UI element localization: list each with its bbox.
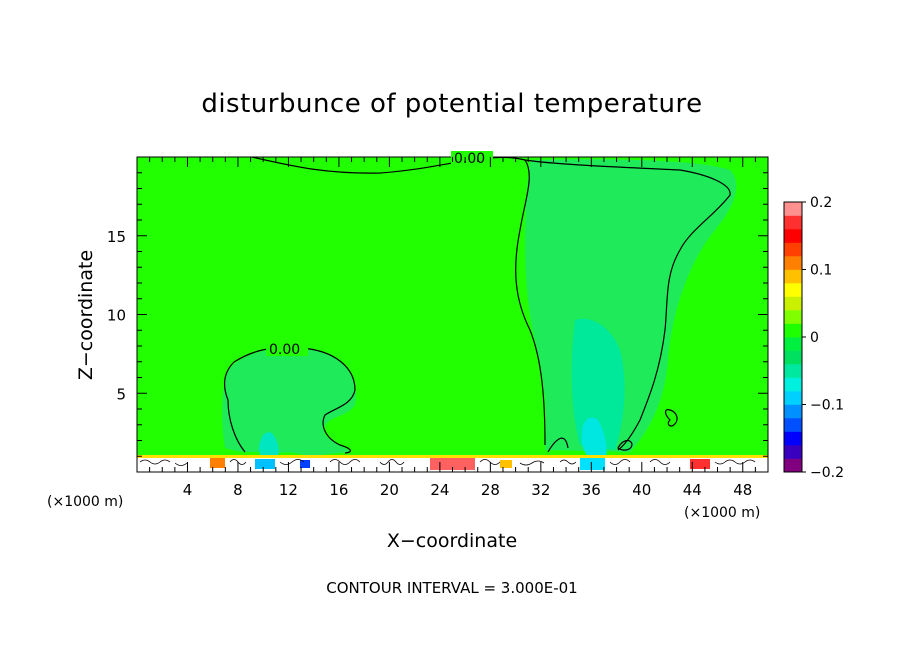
shaded-regions bbox=[222, 159, 737, 458]
x-axis-ticks: 4 8 12 16 20 24 28 32 36 40 44 48 bbox=[149, 157, 756, 499]
colorbar-tick-label: −0.2 bbox=[810, 465, 844, 481]
x-tick-label: 20 bbox=[380, 481, 399, 499]
y-tick-label: 5 bbox=[116, 385, 126, 403]
colorbar-swatch bbox=[784, 269, 802, 284]
y-axis-label: Z−coordinate bbox=[75, 250, 97, 380]
x-tick-label: 4 bbox=[183, 481, 193, 499]
colorbar-swatch bbox=[784, 296, 802, 311]
y-axis-ticks: 5 10 15 bbox=[107, 172, 768, 457]
colorbar-swatch bbox=[784, 350, 802, 365]
colorbar-swatch bbox=[784, 431, 802, 446]
colorbar-swatch bbox=[784, 215, 802, 230]
surface-layer bbox=[137, 455, 768, 472]
colorbar-swatch bbox=[784, 458, 802, 473]
y-tick-label: 10 bbox=[107, 307, 126, 325]
colorbar-swatch bbox=[784, 445, 802, 459]
colorbar-swatch bbox=[784, 404, 802, 419]
colorbar-swatch bbox=[784, 323, 802, 338]
x-tick-label: 24 bbox=[430, 481, 449, 499]
x-tick-label: 36 bbox=[582, 481, 601, 499]
colorbar-swatch bbox=[784, 242, 802, 257]
colorbar-swatch bbox=[784, 229, 802, 243]
x-tick-label: 16 bbox=[329, 481, 348, 499]
x-tick-label: 32 bbox=[531, 481, 550, 499]
contour-label-top-bg bbox=[451, 151, 493, 165]
colorbar-tick-label: 0.2 bbox=[810, 195, 832, 211]
x-unit-right: (×1000 m) bbox=[684, 505, 760, 521]
x-tick-label: 48 bbox=[733, 481, 752, 499]
x-tick-label: 44 bbox=[683, 481, 702, 499]
x-tick-label: 40 bbox=[632, 481, 651, 499]
x-tick-label: 28 bbox=[481, 481, 500, 499]
colorbar-tick-label: 0 bbox=[810, 330, 819, 346]
colorbar-swatch bbox=[784, 202, 802, 216]
contour-interval-note: CONTOUR INTERVAL = 3.000E-01 bbox=[326, 579, 577, 597]
colorbar-swatch bbox=[784, 391, 802, 405]
x-unit-left: (×1000 m) bbox=[47, 494, 123, 510]
colorbar-swatch bbox=[784, 310, 802, 324]
colorbar-swatch bbox=[784, 283, 802, 297]
chart-title: disturbunce of potential temperature bbox=[201, 89, 702, 119]
contour-lines bbox=[224, 156, 731, 454]
contour-label-left: 0.00 bbox=[269, 342, 300, 358]
colorbar-labels: 0.2 0.1 0 −0.1 −0.2 bbox=[802, 195, 844, 481]
colorbar-swatch bbox=[784, 377, 802, 392]
y-tick-label: 15 bbox=[107, 228, 126, 246]
colorbar-swatch bbox=[784, 418, 802, 432]
contour-label-left-bg bbox=[266, 341, 308, 356]
x-axis-label: X−coordinate bbox=[387, 530, 517, 552]
contour-label-top: 0.00 bbox=[454, 151, 485, 167]
colorbar-tick-label: 0.1 bbox=[810, 263, 832, 279]
colorbar-swatch bbox=[784, 256, 802, 270]
colorbar-swatch bbox=[784, 364, 802, 378]
x-tick-label: 8 bbox=[233, 481, 243, 499]
colorbar-tick-label: −0.1 bbox=[810, 398, 844, 414]
colorbar bbox=[783, 201, 803, 473]
colorbar-swatch bbox=[784, 337, 802, 351]
x-tick-label: 12 bbox=[279, 481, 298, 499]
